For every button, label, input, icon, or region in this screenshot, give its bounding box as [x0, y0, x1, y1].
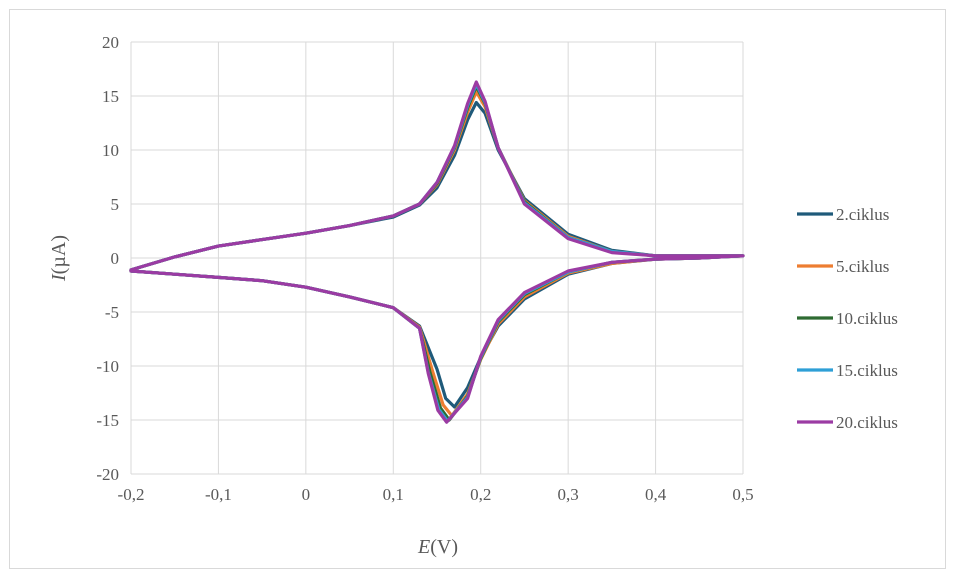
y-tick-label: -15 [96, 411, 119, 430]
y-axis-ticks: 20 15 10 5 0 -5 -10 -15 -20 [96, 33, 119, 484]
x-tick-label: 0,5 [732, 485, 753, 504]
x-tick-label: 0 [302, 485, 311, 504]
legend-label-3: 10.ciklus [836, 309, 898, 328]
x-tick-label: -0,2 [118, 485, 145, 504]
grid [130, 41, 744, 475]
y-tick-label: -5 [105, 303, 119, 322]
x-axis-ticks: -0,2 -0,1 0 0,1 0,2 0,3 0,4 0,5 [118, 485, 754, 504]
y-axis-title: I(µA) [48, 235, 70, 282]
y-tick-label: -10 [96, 357, 119, 376]
legend-label-1: 2.ciklus [836, 205, 889, 224]
legend-label-4: 15.ciklus [836, 361, 898, 380]
x-axis-title: E(V) [417, 536, 458, 558]
x-tick-label: -0,1 [205, 485, 232, 504]
x-tick-label: 0,1 [383, 485, 404, 504]
legend: 2.ciklus 5.ciklus 10.ciklus 15.ciklus 20.cik… [797, 205, 898, 432]
y-tick-label: 15 [102, 87, 119, 106]
cv-chart: -0,2 -0,1 0 0,1 0,2 0,3 0,4 0,5 20 15 10 5 0 -5 -10 -1… [48, 33, 898, 558]
y-tick-label: 0 [111, 249, 120, 268]
x-axis-symbol: E [417, 536, 430, 558]
x-axis-unit: (V) [430, 536, 458, 558]
y-tick-label: 5 [111, 195, 120, 214]
chart-frame: -0,2 -0,1 0 0,1 0,2 0,3 0,4 0,5 20 15 10 5 0 -5 -10 -1… [9, 9, 946, 569]
series-line-5 [129, 80, 745, 424]
x-tick-label: 0,2 [470, 485, 491, 504]
y-axis-unit: (µA) [48, 235, 70, 274]
y-axis-symbol: I [48, 273, 70, 282]
y-tick-label: 10 [102, 141, 119, 160]
x-tick-label: 0,3 [558, 485, 579, 504]
y-tick-label: -20 [96, 465, 119, 484]
legend-label-2: 5.ciklus [836, 257, 889, 276]
x-tick-label: 0,4 [645, 485, 667, 504]
y-tick-label: 20 [102, 33, 119, 52]
legend-label-5: 20.ciklus [836, 413, 898, 432]
series-lines [129, 80, 745, 424]
